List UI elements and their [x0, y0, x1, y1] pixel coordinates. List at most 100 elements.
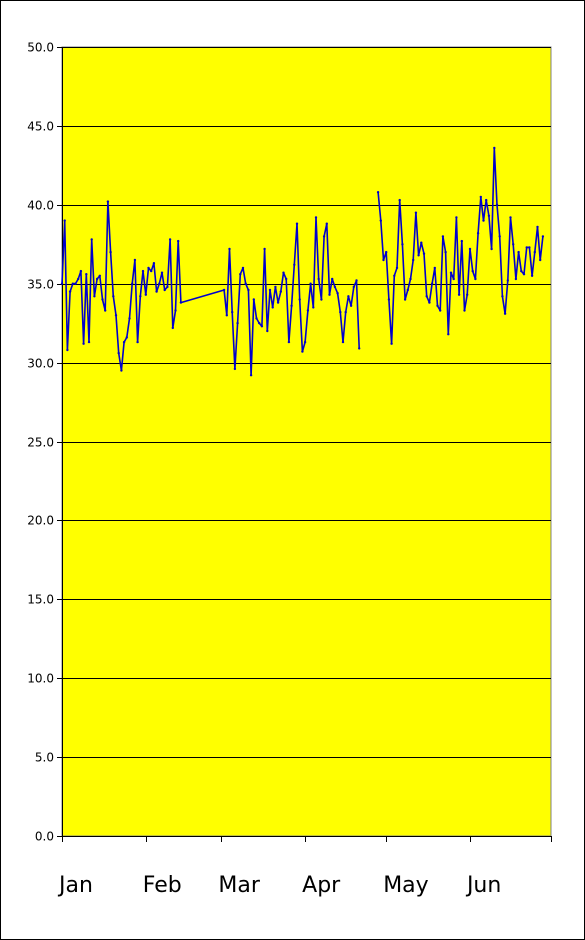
data-point [295, 222, 299, 225]
data-point [385, 250, 388, 254]
data-point [158, 282, 161, 285]
data-point [525, 246, 528, 249]
data-point [98, 274, 102, 277]
data-point [279, 290, 282, 293]
data-point [536, 225, 539, 229]
data-point [433, 266, 436, 270]
x-tick-label: Jun [465, 873, 501, 898]
data-point [485, 198, 488, 202]
data-point [333, 285, 337, 289]
y-tick-label: 50.0 [27, 41, 54, 55]
data-point [225, 314, 228, 317]
data-point [328, 293, 331, 296]
data-point [74, 282, 77, 285]
data-point [439, 309, 442, 312]
data-point [228, 247, 231, 251]
data-point [355, 279, 358, 282]
data-point [101, 298, 104, 301]
data-point [422, 252, 426, 255]
data-point [468, 247, 472, 251]
data-point [476, 232, 480, 235]
data-point [287, 340, 291, 344]
data-point [177, 239, 180, 243]
data-point [77, 277, 80, 281]
data-point [136, 340, 139, 344]
data-point [441, 235, 445, 238]
data-point [106, 200, 110, 203]
data-point [382, 258, 385, 262]
data-point [87, 340, 91, 344]
y-tick-label: 30.0 [27, 357, 54, 371]
data-point [493, 146, 496, 150]
data-point [90, 238, 93, 241]
y-tick-label: 40.0 [27, 199, 54, 213]
data-point [352, 285, 355, 289]
x-tick-label: May [383, 873, 428, 898]
data-point [155, 290, 158, 293]
data-point [93, 295, 96, 298]
data-point [417, 254, 420, 257]
data-point [222, 288, 226, 292]
data-point [412, 258, 415, 262]
data-point [122, 340, 126, 344]
data-point [120, 369, 123, 372]
data-point [436, 304, 439, 307]
data-point [303, 340, 307, 344]
y-tick-label: 35.0 [27, 278, 54, 292]
data-point [320, 298, 323, 301]
data-point [520, 269, 523, 273]
y-axis: 0.0 5.0 10.0 15.0 20.0 25.0 30.0 35.0 40.0 45.0 50… [27, 41, 63, 844]
y-tick-label: 15.0 [27, 593, 54, 607]
data-point [317, 277, 320, 281]
data-point [379, 219, 382, 222]
data-point [403, 298, 407, 301]
data-point [274, 285, 277, 289]
data-point [312, 306, 315, 309]
data-point [533, 250, 536, 254]
data-point [341, 340, 345, 344]
data-point [133, 258, 137, 262]
y-tick-label: 5.0 [35, 751, 54, 765]
data-point [449, 271, 453, 274]
x-tick-label: Jan [57, 873, 93, 898]
data-point [495, 203, 499, 206]
data-point [117, 351, 120, 355]
data-point [528, 246, 531, 249]
data-point [71, 282, 75, 285]
data-point [171, 326, 174, 330]
data-point [293, 263, 296, 266]
data-point [409, 277, 412, 281]
data-point [131, 282, 134, 285]
data-point [376, 191, 380, 194]
data-point [247, 288, 250, 292]
data-point [474, 277, 477, 281]
data-point [255, 317, 258, 320]
data-point [398, 198, 401, 202]
x-axis: Jan Feb Mar Apr May Jun [57, 836, 552, 898]
data-point [95, 277, 99, 281]
x-tick-label: Mar [218, 873, 260, 898]
series-line [61, 200, 360, 377]
data-point [141, 269, 145, 273]
data-point [114, 314, 118, 317]
data-point [401, 243, 404, 246]
data-point [331, 277, 334, 281]
data-point [112, 295, 115, 298]
data-point [236, 321, 239, 325]
data-point [179, 301, 183, 304]
data-point [174, 309, 177, 312]
data-point [512, 243, 515, 246]
data-point [498, 235, 501, 238]
data-point [82, 342, 85, 345]
data-point [420, 241, 423, 244]
data-point [358, 347, 361, 350]
data-point [104, 309, 107, 312]
data-point [244, 282, 247, 285]
data-point [109, 250, 112, 254]
data-point [506, 279, 509, 282]
data-point [150, 269, 153, 273]
data-point [79, 269, 83, 273]
data-point [541, 235, 545, 238]
series-layer [60, 146, 545, 377]
data-point [425, 295, 428, 298]
